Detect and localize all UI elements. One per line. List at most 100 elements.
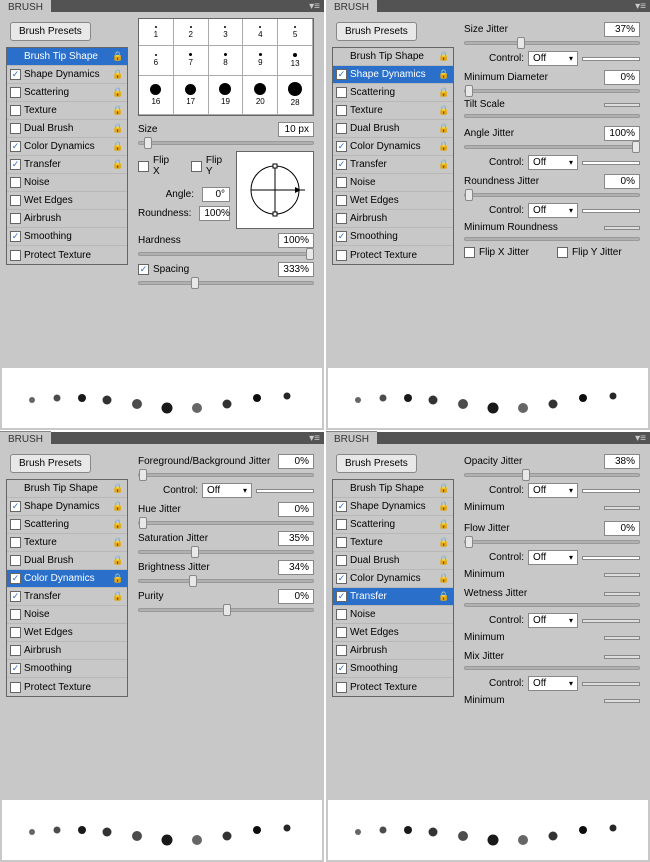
lock-icon[interactable]: 🔒 xyxy=(438,591,450,602)
sat-jitter-slider[interactable] xyxy=(138,550,314,554)
option-wet[interactable]: Wet Edges xyxy=(7,624,127,642)
option-checkbox[interactable] xyxy=(10,501,21,512)
option-checkbox[interactable] xyxy=(10,250,21,261)
option-brush_tip[interactable]: Brush Tip Shape🔒 xyxy=(7,480,127,498)
option-checkbox[interactable] xyxy=(336,213,347,224)
option-checkbox[interactable] xyxy=(10,123,21,134)
lock-icon[interactable]: 🔒 xyxy=(438,573,450,584)
option-checkbox[interactable] xyxy=(10,609,21,620)
brush-thumb[interactable]: 28 xyxy=(278,76,313,115)
option-checkbox[interactable] xyxy=(10,627,21,638)
roundness-jitter-slider[interactable] xyxy=(464,193,640,197)
option-checkbox[interactable] xyxy=(10,87,21,98)
option-texture[interactable]: Texture🔒 xyxy=(333,534,453,552)
option-checkbox[interactable] xyxy=(336,682,347,693)
hue-jitter-slider[interactable] xyxy=(138,521,314,525)
lock-icon[interactable]: 🔒 xyxy=(112,591,124,602)
option-noise[interactable]: Noise xyxy=(7,174,127,192)
lock-icon[interactable]: 🔒 xyxy=(112,519,124,530)
roundness-jitter-value[interactable]: 0% xyxy=(604,174,640,189)
brush-thumbnails[interactable]: 123456789131617192028 xyxy=(138,18,314,116)
fg-jitter-slider[interactable] xyxy=(138,473,314,477)
panel-menu-icon[interactable]: ▾≡ xyxy=(305,1,324,12)
option-color_dyn[interactable]: Color Dynamics🔒 xyxy=(7,570,127,588)
control-dropdown[interactable]: Off xyxy=(528,550,578,565)
size-jitter-value[interactable]: 37% xyxy=(604,22,640,37)
option-wet[interactable]: Wet Edges xyxy=(333,624,453,642)
option-color_dyn[interactable]: Color Dynamics🔒 xyxy=(333,138,453,156)
option-checkbox[interactable] xyxy=(336,177,347,188)
lock-icon[interactable]: 🔒 xyxy=(438,51,450,62)
roundness-value[interactable]: 100% xyxy=(199,206,230,221)
option-checkbox[interactable] xyxy=(10,591,21,602)
lock-icon[interactable]: 🔒 xyxy=(438,519,450,530)
option-checkbox[interactable] xyxy=(10,105,21,116)
control-dropdown[interactable]: Off xyxy=(528,51,578,66)
panel-tab[interactable]: BRUSH xyxy=(326,431,377,445)
flipx-jitter-checkbox[interactable] xyxy=(464,247,475,258)
option-checkbox[interactable] xyxy=(10,177,21,188)
bri-jitter-value[interactable]: 34% xyxy=(278,560,314,575)
lock-icon[interactable]: 🔒 xyxy=(438,555,450,566)
option-checkbox[interactable] xyxy=(10,519,21,530)
lock-icon[interactable]: 🔒 xyxy=(112,141,124,152)
lock-icon[interactable]: 🔒 xyxy=(438,159,450,170)
lock-icon[interactable]: 🔒 xyxy=(438,105,450,116)
lock-icon[interactable]: 🔒 xyxy=(438,501,450,512)
option-checkbox[interactable] xyxy=(10,213,21,224)
angle-preview[interactable] xyxy=(236,151,314,229)
option-checkbox[interactable] xyxy=(336,573,347,584)
option-checkbox[interactable] xyxy=(10,141,21,152)
flow-jitter-value[interactable]: 0% xyxy=(604,521,640,536)
option-noise[interactable]: Noise xyxy=(7,606,127,624)
angle-value[interactable]: 0° xyxy=(202,187,230,202)
option-checkbox[interactable] xyxy=(10,682,21,693)
lock-icon[interactable]: 🔒 xyxy=(438,141,450,152)
option-texture[interactable]: Texture🔒 xyxy=(7,102,127,120)
lock-icon[interactable]: 🔒 xyxy=(438,123,450,134)
lock-icon[interactable]: 🔒 xyxy=(112,537,124,548)
option-airbrush[interactable]: Airbrush xyxy=(7,210,127,228)
panel-menu-icon[interactable]: ▾≡ xyxy=(305,433,324,444)
angle-jitter-slider[interactable] xyxy=(464,145,640,149)
option-smoothing[interactable]: Smoothing xyxy=(333,228,453,246)
option-checkbox[interactable] xyxy=(10,573,21,584)
option-checkbox[interactable] xyxy=(10,195,21,206)
brush-thumb[interactable]: 9 xyxy=(243,46,278,75)
option-checkbox[interactable] xyxy=(336,609,347,620)
lock-icon[interactable]: 🔒 xyxy=(112,501,124,512)
option-dual[interactable]: Dual Brush🔒 xyxy=(333,552,453,570)
option-shape_dyn[interactable]: Shape Dynamics🔒 xyxy=(333,66,453,84)
brush-presets-button[interactable]: Brush Presets xyxy=(10,454,91,473)
option-protect[interactable]: Protect Texture xyxy=(7,246,127,264)
size-value[interactable]: 10 px xyxy=(278,122,314,137)
lock-icon[interactable]: 🔒 xyxy=(112,573,124,584)
option-checkbox[interactable] xyxy=(336,501,347,512)
panel-tab[interactable]: BRUSH xyxy=(0,431,51,445)
option-shape_dyn[interactable]: Shape Dynamics🔒 xyxy=(7,498,127,516)
option-checkbox[interactable] xyxy=(10,159,21,170)
control-dropdown[interactable]: Off xyxy=(528,483,578,498)
option-checkbox[interactable] xyxy=(336,250,347,261)
hardness-value[interactable]: 100% xyxy=(278,233,314,248)
lock-icon[interactable]: 🔒 xyxy=(112,123,124,134)
purity-slider[interactable] xyxy=(138,608,314,612)
option-checkbox[interactable] xyxy=(10,645,21,656)
option-checkbox[interactable] xyxy=(336,519,347,530)
min-diameter-slider[interactable] xyxy=(464,89,640,93)
opacity-jitter-value[interactable]: 38% xyxy=(604,454,640,469)
lock-icon[interactable]: 🔒 xyxy=(112,159,124,170)
lock-icon[interactable]: 🔒 xyxy=(112,555,124,566)
hardness-slider[interactable] xyxy=(138,252,314,256)
option-brush_tip[interactable]: Brush Tip Shape🔒 xyxy=(333,48,453,66)
bri-jitter-slider[interactable] xyxy=(138,579,314,583)
brush-thumb[interactable]: 5 xyxy=(278,19,313,46)
option-checkbox[interactable] xyxy=(336,231,347,242)
brush-presets-button[interactable]: Brush Presets xyxy=(336,454,417,473)
size-slider[interactable] xyxy=(138,141,314,145)
option-checkbox[interactable] xyxy=(336,627,347,638)
lock-icon[interactable]: 🔒 xyxy=(112,483,124,494)
flipy-jitter-checkbox[interactable] xyxy=(557,247,568,258)
flipx-checkbox[interactable] xyxy=(138,161,149,172)
min-diameter-value[interactable]: 0% xyxy=(604,70,640,85)
